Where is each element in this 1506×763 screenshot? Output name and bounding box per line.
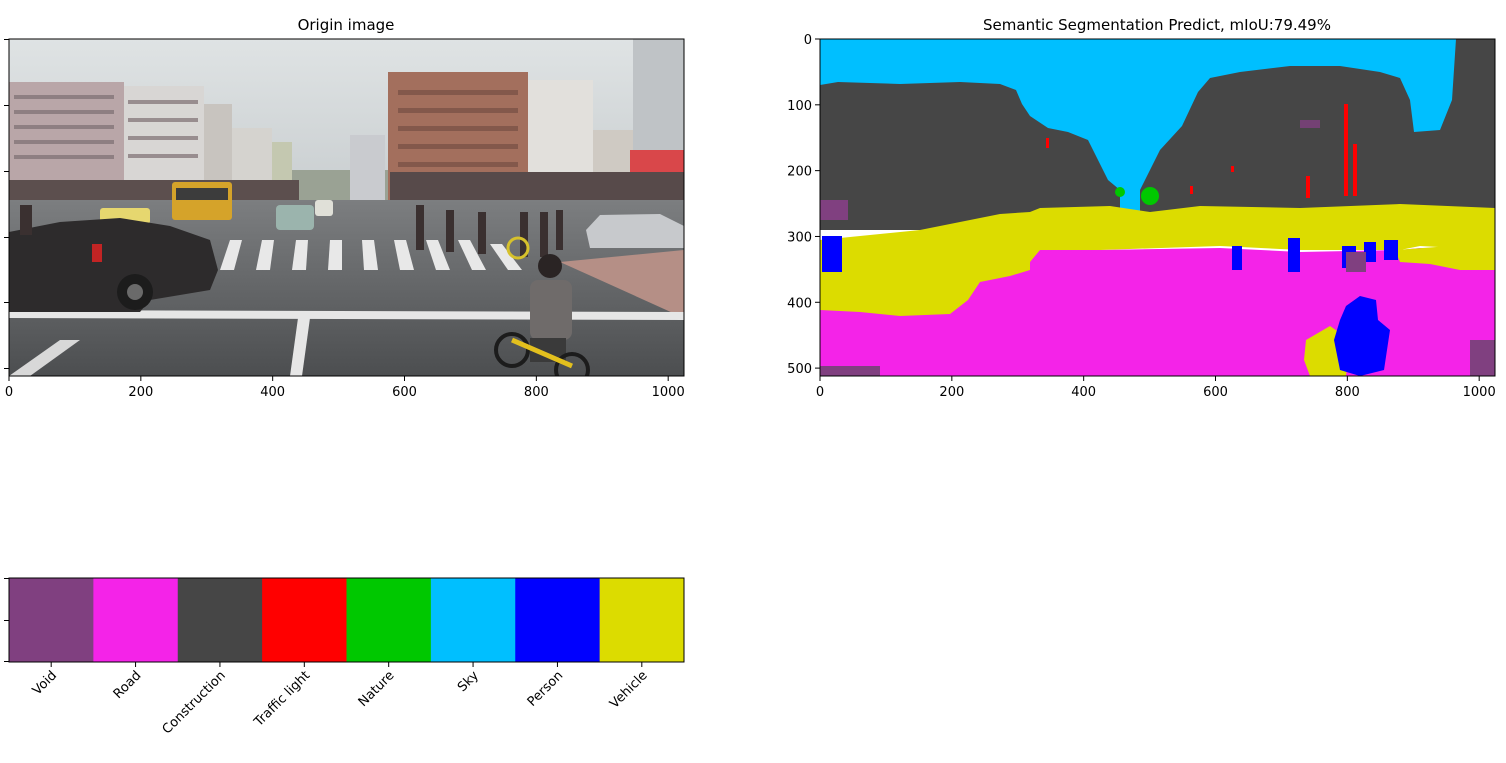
legend-swatch-nature [347,578,432,662]
x-tick-label: 400 [1071,385,1096,400]
legend-swatch-construction [178,578,263,662]
legend-label: Sky [455,668,482,695]
x-tick-label: 400 [260,385,285,400]
y-tick-label: 300 [787,230,812,245]
segmentation-title: Semantic Segmentation Predict, mIoU:79.4… [983,16,1331,34]
legend-label: Construction [160,668,229,737]
legend-swatch-sky [431,578,516,662]
legend-swatch-person [515,578,600,662]
y-tick-label: 500 [787,362,812,377]
legend-label: Person [525,668,566,709]
legend-label: Road [111,668,145,702]
segmentation-mask [820,39,1495,376]
x-tick-label: 600 [392,385,417,400]
x-tick-label: 800 [524,385,549,400]
legend-label: Nature [356,668,398,710]
origin-x-axis: 0 200 400 600 800 1000 [5,376,685,400]
x-tick-label: 1000 [1463,385,1496,400]
legend-swatch-traffic-light [262,578,347,662]
legend-label: Vehicle [607,668,650,711]
x-tick-label: 0 [5,385,13,400]
y-tick-label: 400 [787,296,812,311]
x-tick-label: 800 [1335,385,1360,400]
class-legend: Void Road Construction Traffic light Nature S… [4,578,685,737]
y-tick-label: 100 [787,99,812,114]
legend-swatch-void [9,578,94,662]
segmentation-panel: Semantic Segmentation Predict, mIoU:79.4… [787,16,1496,400]
origin-image-title: Origin image [298,16,395,34]
legend-label: Traffic light [251,668,313,730]
x-tick-label: 0 [816,385,824,400]
legend-swatch-road [93,578,178,662]
x-tick-label: 600 [1203,385,1228,400]
segmentation-x-axis: 0 200 400 600 800 1000 [816,376,1496,400]
x-tick-label: 200 [939,385,964,400]
origin-image-panel: Origin image [4,16,685,400]
x-tick-label: 1000 [652,385,685,400]
street-photo [9,39,684,386]
x-tick-label: 200 [128,385,153,400]
y-tick-label: 0 [804,33,812,48]
segmentation-y-axis: 0 100 200 300 400 500 [787,33,820,377]
y-tick-label: 200 [787,165,812,180]
legend-swatch-vehicle [600,578,685,662]
legend-label: Void [30,668,60,698]
